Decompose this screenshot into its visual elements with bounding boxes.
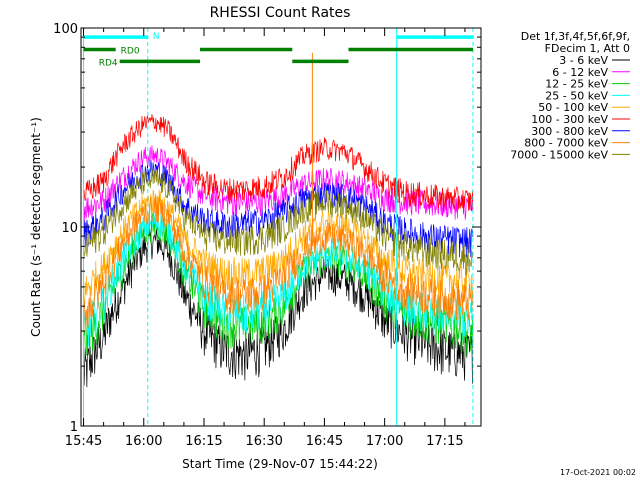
flag-rd4-label: RD4 xyxy=(99,58,118,68)
x-tick-label-17-00: 17:00 xyxy=(366,434,403,449)
y-tick-label-100: 100 xyxy=(53,22,78,37)
legend-entry-50-100-kev: 50 - 100 keV xyxy=(538,101,608,114)
series-300-800-kev xyxy=(83,160,474,258)
legend-header-line-2: FDecim 1, Att 0 xyxy=(545,42,630,55)
x-tick-label-15-45: 15:45 xyxy=(65,434,102,449)
legend-entry-3-6-kev: 3 - 6 keV xyxy=(559,54,608,67)
flag-n-label: N xyxy=(153,32,160,42)
x-tick-label-16-45: 16:45 xyxy=(306,434,343,449)
y-tick-label-1: 1 xyxy=(70,420,78,435)
legend-entry-300-800-kev: 300 - 800 keV xyxy=(531,125,608,138)
series-layer xyxy=(83,52,474,388)
legend-entry-100-300-kev: 100 - 300 keV xyxy=(531,113,608,126)
legend-entry-7000-15000-kev: 7000 - 15000 keV xyxy=(510,148,608,161)
series-800-7000-kev xyxy=(83,195,474,333)
x-axis-label: Start Time (29-Nov-07 15:44:22) xyxy=(182,457,378,471)
series-50-100-kev xyxy=(83,189,474,308)
axis-layer: 15:45 16:00 16:15 16:30 16:45 17:00 17:15 1 10 10… xyxy=(53,22,481,449)
x-tick-label-16-00: 16:00 xyxy=(125,434,162,449)
legend-entry-25-50-kev: 25 - 50 keV xyxy=(545,89,608,102)
footer-timestamp: 17-Oct-2021 00:02 xyxy=(560,468,636,477)
legend-entry-800-7000-kev: 800 - 7000 keV xyxy=(524,137,608,150)
y-tick-label-10: 10 xyxy=(61,221,78,236)
legend-entry-12-25-kev: 12 - 25 keV xyxy=(545,78,608,91)
y-axis-label: Count Rate (s⁻¹ detector segment⁻¹) xyxy=(29,117,43,337)
x-tick-label-16-15: 16:15 xyxy=(185,434,222,449)
series-100-300-kev xyxy=(83,114,474,215)
series-7000-15000-kev xyxy=(83,168,474,276)
flag-rd0-label: RD0 xyxy=(121,46,140,56)
x-tick-label-17-15: 17:15 xyxy=(426,434,463,449)
legend-entry-6-12-kev: 6 - 12 keV xyxy=(552,66,608,79)
legend-header-line-1: Det 1f,3f,4f,5f,6f,9f, xyxy=(521,30,630,43)
x-tick-label-16-30: 16:30 xyxy=(245,434,282,449)
legend: Det 1f,3f,4f,5f,6f,9f, FDecim 1, Att 0 3… xyxy=(510,30,630,161)
chart-title: RHESSI Count Rates xyxy=(210,5,351,21)
series-25-50-kev xyxy=(83,208,474,347)
